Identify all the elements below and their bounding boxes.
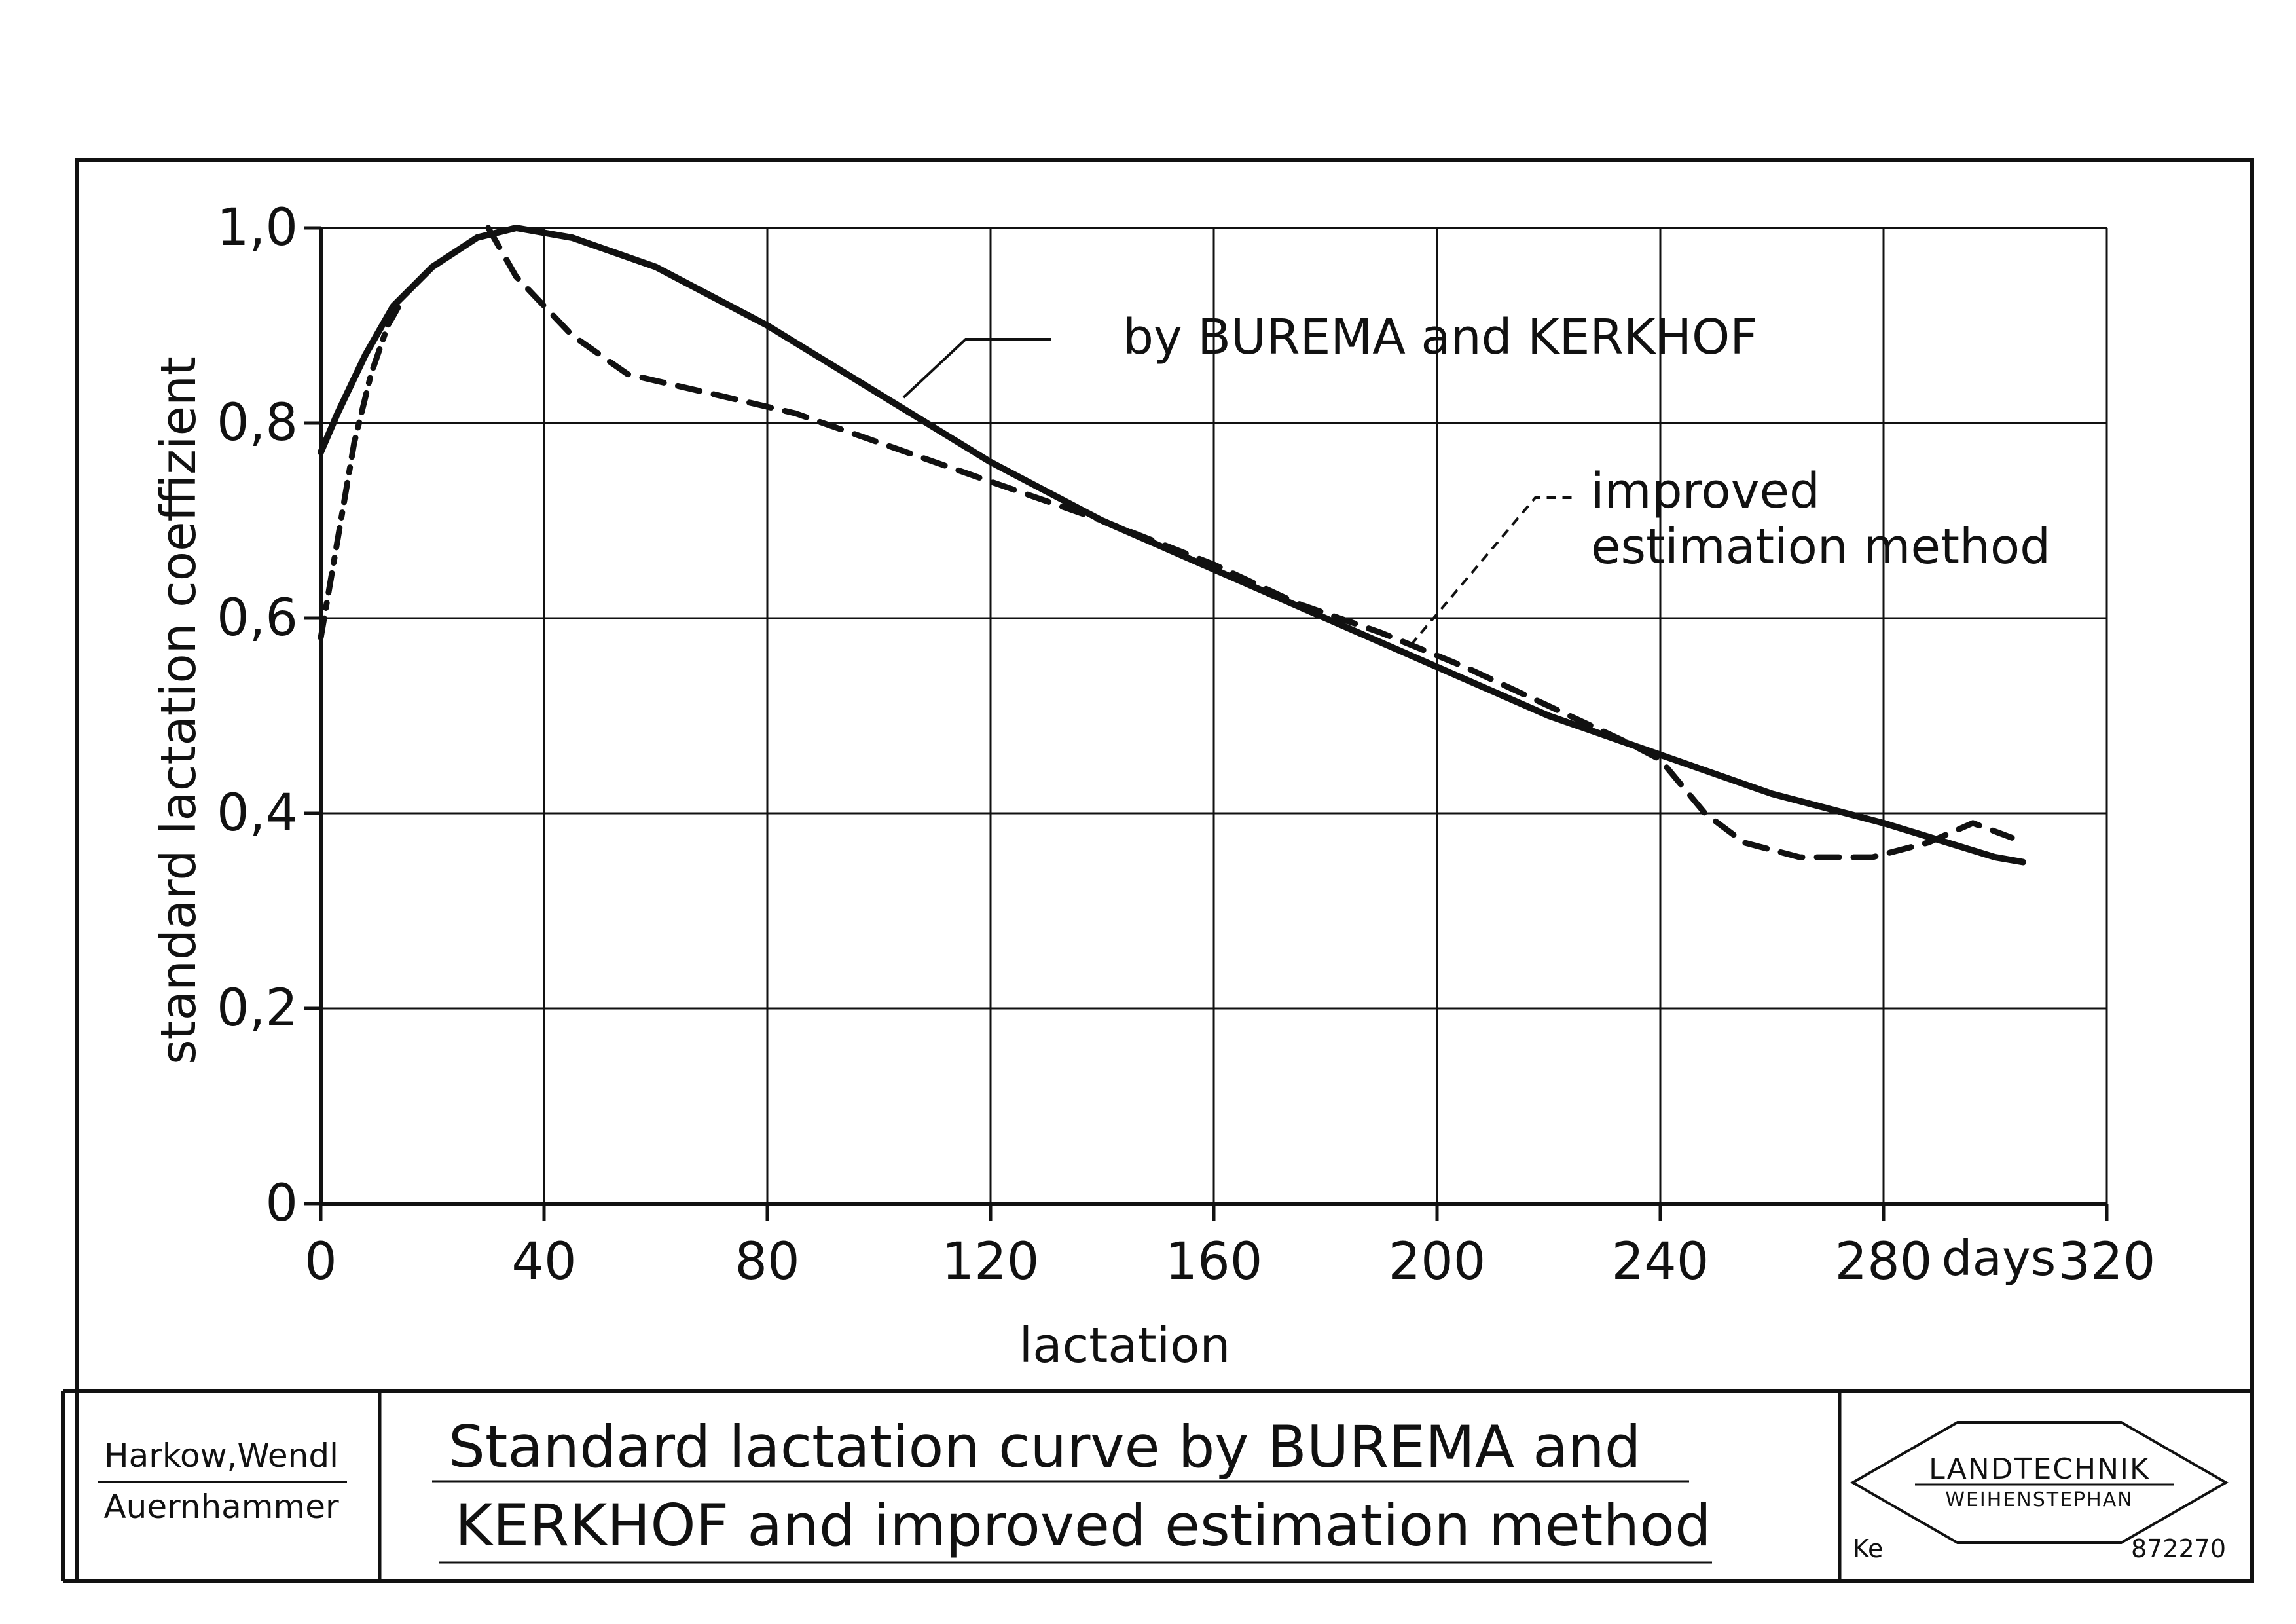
annotation-improved-line1: improved <box>1591 463 1820 519</box>
logo-code: Ke <box>1853 1534 1883 1563</box>
y-tick-label: 1,0 <box>217 198 298 257</box>
x-axis-unit: days <box>1942 1230 2056 1287</box>
tick-labels: 0 40 80 120 160 200 240 280 320 0 0,2 0,4 0,6 0,8 1,0 <box>217 198 2155 1291</box>
y-tick-label: 0,2 <box>217 979 298 1038</box>
y-tick-label: 0,6 <box>217 589 298 648</box>
landtechnik-logo-hexagon <box>1850 1421 2229 1544</box>
x-tick-label: 240 <box>1612 1232 1709 1291</box>
x-tick-label: 320 <box>2058 1232 2156 1291</box>
footer-title-line1: Standard lactation curve by BUREMA and <box>448 1413 1641 1481</box>
series-line-dashed <box>485 225 2015 860</box>
annotation-burema: by BUREMA and KERKHOF <box>1123 309 1758 365</box>
x-tick-label: 200 <box>1389 1232 1486 1291</box>
burema-leader-line <box>902 338 1051 399</box>
x-tick-label: 160 <box>1165 1232 1263 1291</box>
grid-lines <box>321 227 2108 1204</box>
y-axis-label: standard lactation coeffizient <box>151 356 207 1065</box>
x-axis-label: lactation <box>1019 1318 1231 1374</box>
footer-authors-line2: Auernhammer <box>103 1488 339 1526</box>
improved-leader-line <box>1410 496 1578 646</box>
x-tick-label: 280 <box>1835 1232 1933 1291</box>
footer-title-line2: KERKHOF and improved estimation method <box>455 1492 1711 1559</box>
y-tick-label: 0 <box>265 1174 298 1233</box>
series-line-solid <box>318 225 2027 866</box>
logo-number: 872270 <box>2131 1534 2226 1563</box>
series-line-dashdot <box>318 303 402 641</box>
logo-text-line1: LANDTECHNIK <box>1929 1452 2150 1486</box>
x-tick-label: 80 <box>735 1232 799 1291</box>
y-tick-label: 0,4 <box>217 784 298 843</box>
footer-authors-line1: Harkow,Wendl <box>104 1437 338 1475</box>
logo-text-line2: WEIHENSTEPHAN <box>1945 1488 2133 1511</box>
series-lines <box>318 225 2027 866</box>
annotation-improved-line2: estimation method <box>1591 519 2050 575</box>
x-tick-label: 0 <box>304 1232 337 1291</box>
axes <box>304 226 2109 1221</box>
x-tick-label: 40 <box>511 1232 576 1291</box>
x-tick-label: 120 <box>942 1232 1040 1291</box>
y-tick-label: 0,8 <box>217 394 298 452</box>
